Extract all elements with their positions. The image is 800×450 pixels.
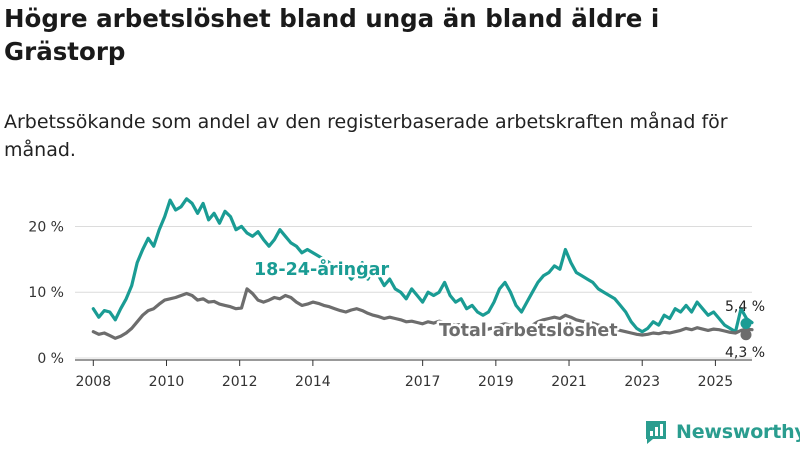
y-tick-label: 0 % <box>37 351 64 367</box>
newsworthy-logo-icon <box>646 421 666 444</box>
x-tick-label: 2021 <box>551 374 587 390</box>
x-tick-label: 2010 <box>149 374 185 390</box>
x-tick-label: 2014 <box>295 374 331 390</box>
series-label-total: Total arbetslöshet <box>439 321 618 341</box>
series-label-youth: 18-24-åringar <box>254 258 389 280</box>
series-label-total-halo: Total arbetslöshet <box>439 321 618 341</box>
x-tick-label: 2019 <box>478 374 514 390</box>
y-tick-label: 10 % <box>28 285 64 301</box>
series-label-youth-halo: 18-24-åringar <box>254 258 389 280</box>
x-tick-label: 2017 <box>405 374 441 390</box>
end-marker-total <box>740 329 752 341</box>
series-line-total <box>91 287 754 340</box>
x-tick-label: 2025 <box>698 374 734 390</box>
end-label-youth: 5,4 % <box>725 299 765 315</box>
chart-subtitle: Arbetssökande som andel av den registerb… <box>4 111 728 161</box>
x-tick-label: 2008 <box>75 374 111 390</box>
brand[interactable]: Newsworthy <box>644 419 800 445</box>
end-label-total: 4,3 % <box>725 345 765 361</box>
x-tick-label: 2023 <box>624 374 660 390</box>
end-marker-youth <box>740 317 752 329</box>
y-tick-label: 20 % <box>28 219 64 235</box>
brand-name: Newsworthy <box>676 421 800 443</box>
series-line-youth <box>91 197 754 334</box>
x-tick-label: 2012 <box>222 374 258 390</box>
chart-title: Högre arbetslöshet bland unga än bland ä… <box>4 4 660 66</box>
